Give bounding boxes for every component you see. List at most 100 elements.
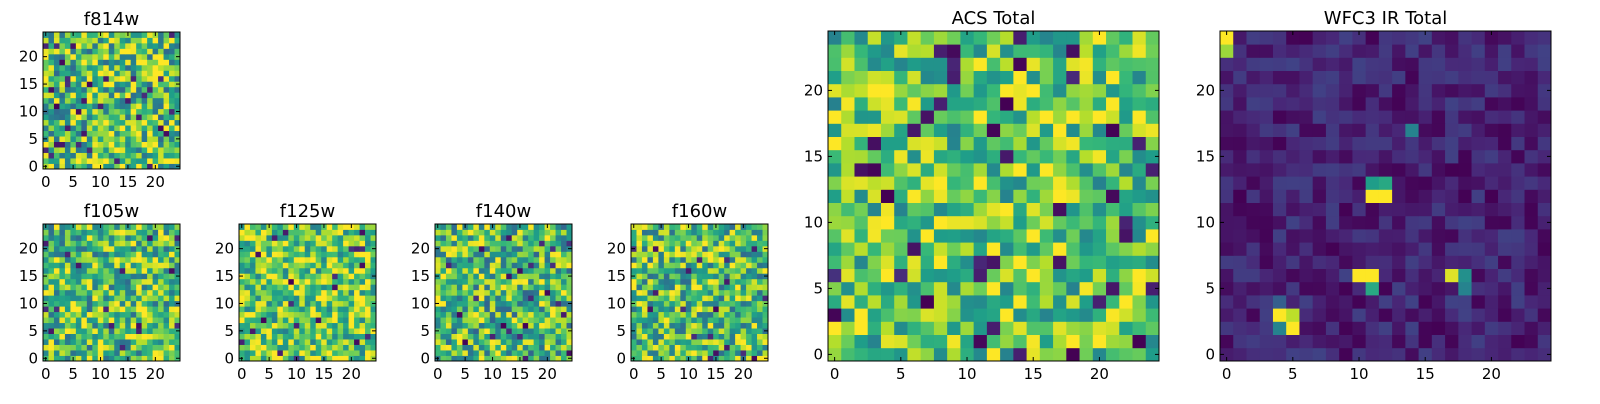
heatmap-cell <box>169 48 175 55</box>
heatmap-cell <box>365 273 371 280</box>
heatmap-cell <box>81 273 88 280</box>
heatmap-cell <box>169 267 175 274</box>
heatmap-cell <box>658 267 665 274</box>
heatmap-cell <box>260 278 267 285</box>
heatmap-cell <box>174 86 181 93</box>
heatmap-cell <box>114 75 121 82</box>
x-tick-label: 0 <box>830 365 840 383</box>
heatmap-cell <box>244 256 251 263</box>
heatmap-cell <box>947 229 961 243</box>
heatmap-cell <box>64 284 71 291</box>
heatmap-cell <box>1106 149 1120 164</box>
heatmap-cell <box>1405 255 1419 269</box>
heatmap-cell <box>282 322 289 329</box>
heatmap-cell <box>506 289 513 296</box>
heatmap-cell <box>1246 295 1261 309</box>
heatmap-cell <box>986 268 1001 283</box>
heatmap-cell <box>631 339 637 345</box>
heatmap-cell <box>59 75 66 82</box>
heatmap-cell <box>1418 202 1433 217</box>
heatmap-cell <box>337 300 344 307</box>
heatmap-cell <box>707 311 714 318</box>
heatmap-cell <box>696 256 703 263</box>
heatmap-cell <box>544 306 551 313</box>
heatmap-cell <box>359 300 366 307</box>
heatmap-cell <box>506 333 513 340</box>
heatmap-cell <box>1352 149 1367 164</box>
heatmap-cell <box>762 306 769 313</box>
heatmap-cell <box>702 339 709 345</box>
heatmap-cell <box>92 42 99 49</box>
heatmap-cell <box>1339 123 1353 137</box>
heatmap-cell <box>174 64 181 71</box>
heatmap-cell <box>53 355 60 362</box>
heatmap-cell <box>1026 123 1041 137</box>
heatmap-cell <box>147 273 153 280</box>
heatmap-cell <box>1246 255 1261 269</box>
heatmap-cell <box>495 256 502 263</box>
heatmap-cell <box>1259 242 1274 256</box>
heatmap-cell <box>1524 136 1539 151</box>
heatmap-cell <box>271 278 278 285</box>
heatmap-cell <box>1092 308 1107 322</box>
heatmap-cell <box>348 251 355 258</box>
heatmap-cell <box>1092 70 1107 85</box>
heatmap-cell <box>478 355 485 362</box>
heatmap-cell <box>365 300 371 307</box>
heatmap-cell <box>114 32 121 38</box>
heatmap-cell <box>169 86 175 93</box>
heatmap-cell <box>707 306 714 313</box>
heatmap-cell <box>451 251 458 258</box>
heatmap-cell <box>326 229 333 236</box>
heatmap-cell <box>933 110 948 124</box>
heatmap-cell <box>685 344 692 351</box>
heatmap-cell <box>894 268 908 283</box>
heatmap-cell <box>735 344 741 351</box>
heatmap-cell <box>735 317 741 324</box>
heatmap-cell <box>500 295 507 302</box>
heatmap-cell <box>1000 334 1014 349</box>
heatmap-cell <box>141 125 148 132</box>
heatmap-cell <box>108 339 115 345</box>
heatmap-cell <box>920 110 935 124</box>
heatmap-cell <box>1365 268 1380 283</box>
heatmap-cell <box>158 311 164 318</box>
heatmap-cell <box>169 125 175 132</box>
heatmap-cell <box>244 224 251 230</box>
heatmap-cell <box>1299 123 1314 137</box>
heatmap-cell <box>260 240 267 247</box>
heatmap-cell <box>119 92 126 99</box>
heatmap-cell <box>1220 321 1234 335</box>
heatmap-cell <box>277 333 284 340</box>
heatmap-cell <box>1000 163 1014 177</box>
heatmap-cell <box>1511 202 1525 217</box>
heatmap-cell <box>293 273 300 280</box>
heatmap-cell <box>244 234 251 241</box>
heatmap-cell <box>304 256 311 263</box>
heatmap-cell <box>43 267 49 274</box>
heatmap-cell <box>506 322 513 329</box>
heatmap-cell <box>1458 123 1472 137</box>
heatmap-cell <box>539 267 545 274</box>
heatmap-cell <box>894 347 908 362</box>
heatmap-cell <box>973 57 988 71</box>
heatmap-cell <box>986 308 1001 322</box>
heatmap-cell <box>64 306 71 313</box>
heatmap-cell <box>1524 97 1539 111</box>
heatmap-cell <box>271 229 278 236</box>
heatmap-cell <box>894 334 908 349</box>
heatmap-cell <box>70 86 77 93</box>
heatmap-cell <box>152 97 159 104</box>
heatmap-cell <box>674 245 681 252</box>
heatmap-cell <box>152 147 159 153</box>
heatmap-cell <box>43 42 49 49</box>
heatmap-cell <box>696 322 703 329</box>
heatmap-cell <box>920 97 935 111</box>
heatmap-cell <box>266 256 273 263</box>
heatmap-cell <box>81 136 88 142</box>
heatmap-cell <box>282 328 289 334</box>
heatmap-cell <box>680 240 687 247</box>
heatmap-cell <box>550 339 556 345</box>
heatmap-cell <box>561 300 567 307</box>
heatmap-cell <box>119 70 126 77</box>
